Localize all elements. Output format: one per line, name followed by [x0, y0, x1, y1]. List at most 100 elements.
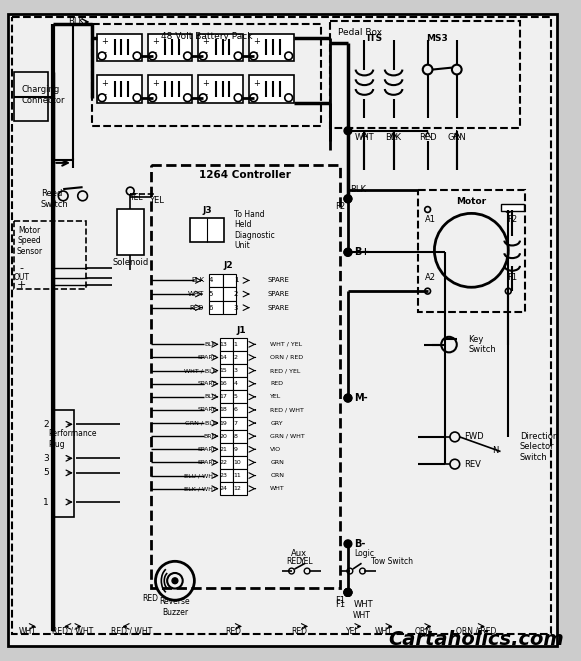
Text: Cartaholics.com: Cartaholics.com: [388, 629, 564, 648]
Text: 24: 24: [220, 486, 228, 491]
Bar: [233, 430, 247, 443]
Bar: [209, 274, 223, 288]
Text: RED: RED: [270, 381, 283, 386]
Bar: [220, 351, 233, 364]
Text: WHT: WHT: [354, 133, 374, 142]
Bar: [220, 338, 233, 351]
Bar: [223, 301, 236, 315]
Bar: [220, 377, 233, 390]
Text: Tow Switch: Tow Switch: [371, 557, 413, 566]
Text: -: -: [255, 91, 258, 99]
Text: -: -: [103, 48, 106, 58]
Text: WHT: WHT: [375, 627, 393, 636]
Text: -: -: [205, 48, 207, 58]
Bar: [148, 75, 192, 102]
Bar: [233, 443, 247, 456]
Text: 7: 7: [233, 420, 237, 426]
Text: 18: 18: [220, 407, 227, 412]
Bar: [223, 288, 236, 301]
Bar: [249, 75, 293, 102]
Text: BLU: BLU: [205, 395, 217, 399]
Text: 12: 12: [233, 486, 241, 491]
Bar: [233, 364, 247, 377]
Text: 3: 3: [43, 454, 49, 463]
Text: 20: 20: [220, 434, 228, 439]
Text: WHT / BLK: WHT / BLK: [184, 368, 217, 373]
Text: BLK / WHT: BLK / WHT: [184, 486, 217, 491]
Bar: [331, 21, 520, 128]
Bar: [233, 482, 247, 495]
Bar: [198, 75, 243, 102]
Bar: [189, 218, 224, 241]
Text: Reverse
Buzzer: Reverse Buzzer: [160, 598, 190, 617]
Text: Logic: Logic: [354, 549, 374, 558]
Text: -: -: [205, 91, 207, 99]
Bar: [55, 410, 74, 517]
Text: 6: 6: [233, 407, 237, 412]
Text: 1: 1: [234, 278, 238, 284]
Bar: [233, 456, 247, 469]
Text: WHT: WHT: [354, 600, 374, 609]
Text: A2: A2: [425, 273, 436, 282]
Text: Direction
Selector
Switch: Direction Selector Switch: [520, 432, 558, 461]
Text: SPARE: SPARE: [197, 355, 217, 360]
Text: Performance
Plug: Performance Plug: [49, 429, 97, 449]
Text: Motor: Motor: [456, 197, 486, 206]
Text: 48 Volt Battery Pack: 48 Volt Battery Pack: [161, 32, 252, 41]
Text: BRN: BRN: [203, 434, 217, 439]
Text: SPARE: SPARE: [267, 278, 289, 284]
Text: SPARE: SPARE: [267, 291, 289, 297]
Bar: [148, 34, 192, 61]
Text: B-: B-: [354, 539, 365, 549]
Text: RED / YEL: RED / YEL: [270, 368, 300, 373]
Text: SPARE: SPARE: [197, 407, 217, 412]
Text: SPARE: SPARE: [267, 305, 289, 311]
Text: 4: 4: [233, 381, 237, 386]
Text: YEL: YEL: [149, 196, 164, 206]
Text: Aux: Aux: [291, 549, 307, 558]
Text: 6: 6: [209, 305, 213, 311]
Text: -: -: [255, 48, 258, 58]
Bar: [418, 190, 525, 311]
Text: BLK: BLK: [205, 342, 217, 347]
Bar: [249, 34, 293, 61]
Text: +: +: [253, 79, 260, 88]
Text: 2: 2: [43, 420, 49, 429]
Text: 16: 16: [220, 381, 227, 386]
Text: Motor
Speed
Sensor: Motor Speed Sensor: [16, 225, 42, 256]
Bar: [150, 165, 340, 588]
Text: 13: 13: [220, 342, 228, 347]
Bar: [117, 208, 144, 255]
Bar: [97, 34, 142, 61]
Text: RED: RED: [286, 557, 303, 566]
Bar: [220, 416, 233, 430]
Text: Pedal Box: Pedal Box: [338, 28, 382, 37]
Text: YEL: YEL: [346, 627, 360, 636]
Bar: [220, 364, 233, 377]
Circle shape: [344, 588, 352, 596]
Text: A1: A1: [425, 215, 436, 223]
Text: 8: 8: [233, 434, 237, 439]
Text: Reed
Switch: Reed Switch: [41, 189, 69, 208]
Text: 4: 4: [209, 278, 213, 284]
Text: 3: 3: [234, 305, 238, 311]
Text: 17: 17: [220, 395, 228, 399]
Text: GRN / BLK: GRN / BLK: [185, 420, 217, 426]
Text: +: +: [102, 37, 109, 46]
Text: -: -: [103, 91, 106, 99]
Bar: [233, 403, 247, 416]
Text: -: -: [154, 91, 157, 99]
Circle shape: [172, 578, 178, 584]
Bar: [13, 73, 48, 121]
Text: 9: 9: [233, 447, 237, 452]
Text: SPARE: SPARE: [197, 447, 217, 452]
Text: YEL: YEL: [300, 557, 314, 566]
Text: 21: 21: [220, 447, 228, 452]
Bar: [233, 351, 247, 364]
Text: Charging
Connector: Charging Connector: [21, 85, 65, 104]
Circle shape: [344, 540, 352, 548]
Circle shape: [344, 195, 352, 203]
Text: ORN: ORN: [270, 473, 284, 478]
Text: J3: J3: [202, 206, 212, 215]
Text: FWD: FWD: [465, 432, 484, 442]
